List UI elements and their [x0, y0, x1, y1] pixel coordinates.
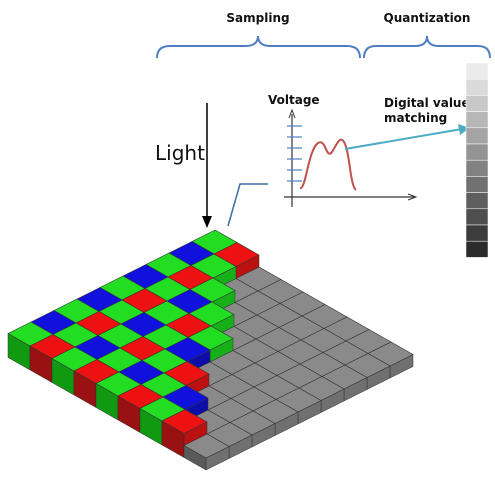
quantization-brace	[363, 35, 491, 59]
gray-level	[465, 127, 489, 145]
gray-level	[465, 95, 489, 112]
gray-level	[465, 224, 489, 242]
sampling-brace	[156, 35, 361, 59]
level-ticks	[287, 125, 302, 182]
y-arrow	[288, 108, 296, 119]
sensor-grid	[7, 229, 414, 471]
x-arrow	[407, 193, 418, 201]
gray-level	[465, 159, 489, 177]
light-label: Light	[155, 141, 205, 165]
digital-label-2: matching	[384, 111, 447, 125]
quantization-label: Quantization	[384, 11, 471, 25]
signal-curve	[299, 138, 357, 191]
light-arrowhead	[202, 216, 212, 228]
cell-top	[161, 409, 208, 434]
matching-arrow	[344, 128, 463, 150]
gray-level	[465, 176, 489, 193]
digital-label-1: Digital value	[384, 96, 470, 110]
gray-level	[465, 111, 489, 129]
gray-scale	[465, 62, 489, 258]
cell-top	[183, 433, 230, 459]
matching-arrowhead	[458, 124, 470, 135]
voltage-label: Voltage	[268, 93, 320, 107]
connector	[227, 183, 268, 227]
gray-level	[465, 62, 489, 80]
gray-level	[465, 78, 489, 96]
gray-level	[465, 240, 489, 258]
gray-level	[465, 208, 489, 226]
gray-level	[465, 143, 489, 161]
gray-level	[465, 192, 489, 210]
sampling-label: Sampling	[226, 11, 289, 25]
